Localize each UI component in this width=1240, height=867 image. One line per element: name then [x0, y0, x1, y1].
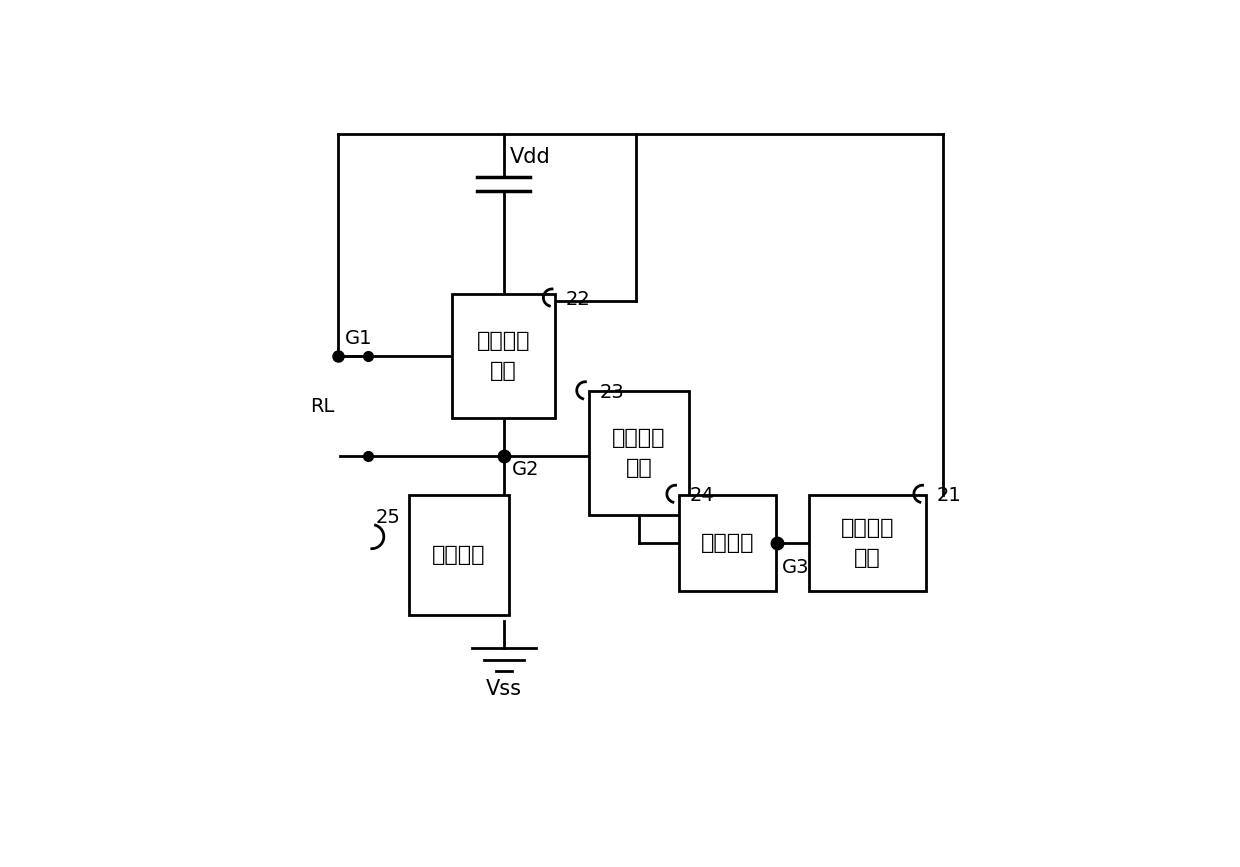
Text: 25: 25: [376, 508, 401, 527]
Text: 第一开关
模块: 第一开关 模块: [477, 331, 531, 381]
Text: RL: RL: [310, 396, 335, 415]
Text: 21: 21: [936, 486, 961, 505]
Bar: [451, 294, 556, 418]
Text: 23: 23: [599, 382, 624, 401]
Text: G3: G3: [782, 557, 810, 577]
Text: 存储模块: 存储模块: [432, 544, 485, 564]
Text: 反相模块: 反相模块: [701, 533, 754, 553]
Text: 第二开关
模块: 第二开关 模块: [613, 428, 666, 478]
Bar: [808, 494, 926, 591]
Bar: [678, 494, 776, 591]
Text: 24: 24: [689, 486, 714, 505]
Text: Vss: Vss: [486, 679, 522, 699]
Text: 22: 22: [567, 290, 590, 309]
Text: Vdd: Vdd: [511, 147, 551, 167]
Text: G1: G1: [345, 329, 372, 348]
Bar: [408, 494, 508, 615]
Text: 检测控制
模块: 检测控制 模块: [841, 518, 894, 568]
Text: G2: G2: [512, 460, 539, 479]
Bar: [589, 391, 689, 515]
